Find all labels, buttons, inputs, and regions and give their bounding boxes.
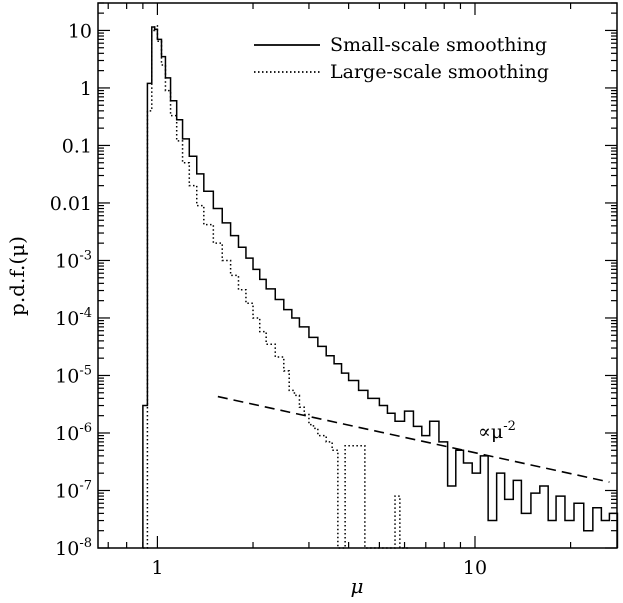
y-tick-label-base: 0.01 — [50, 193, 92, 215]
y-tick-label-exponent: -6 — [79, 421, 92, 436]
x-axis-title: μ — [351, 574, 364, 598]
reference-line-label-sup: -2 — [503, 419, 516, 434]
y-tick-label-exponent: -4 — [79, 306, 92, 321]
y-tick-label-base: 10 — [68, 20, 92, 42]
axis-ticks — [98, 2, 617, 549]
y-tick-label-base: 10 — [55, 481, 79, 503]
legend-label-large-scale: Large-scale smoothing — [330, 61, 549, 83]
plot-frame-group — [97, 2, 618, 549]
y-tick-label-base: 10 — [55, 308, 79, 330]
y-tick-label-exponent: -8 — [79, 536, 92, 551]
y-tick-label-exponent: -5 — [79, 364, 92, 379]
x-tick-label: 1 — [151, 557, 163, 579]
reference-line-layer — [217, 395, 610, 483]
series-line-large-scale-smoothing — [142, 25, 408, 549]
y-tick-label-base: 1 — [80, 78, 92, 100]
y-tick-label-base: 10 — [55, 423, 79, 445]
legend-label-small-scale: Small-scale smoothing — [330, 34, 547, 56]
reference-power-law-line — [217, 395, 610, 483]
y-tick-label: 10-3 — [55, 249, 92, 273]
x-tick-label: 10 — [463, 557, 487, 579]
series-layer — [142, 25, 619, 549]
reference-line-label: ∝μ-2 — [478, 419, 516, 443]
series-line-small-scale-smoothing — [142, 26, 619, 548]
y-tick-label-base: 0.1 — [62, 136, 92, 158]
y-axis-title: p.d.f.(μ) — [5, 236, 29, 316]
legend: Small-scale smoothing Large-scale smooth… — [254, 34, 549, 83]
plot-frame — [97, 2, 618, 549]
y-tick-label: 0.01 — [50, 193, 92, 215]
y-tick-label-exponent: -7 — [79, 479, 92, 494]
y-tick-label: 10-8 — [55, 536, 92, 560]
y-tick-label-base: 10 — [55, 251, 79, 273]
y-tick-label-base: 10 — [55, 538, 79, 560]
y-tick-label: 10-7 — [55, 479, 92, 503]
y-tick-label: 0.1 — [62, 136, 92, 158]
y-tick-label-exponent: -3 — [79, 249, 92, 264]
y-tick-label: 10-6 — [55, 421, 92, 445]
y-tick-label-base: 10 — [55, 366, 79, 388]
y-tick-label: 10-5 — [55, 364, 92, 388]
y-tick-label: 1 — [80, 78, 92, 100]
y-tick-label: 10 — [68, 20, 92, 42]
y-tick-label: 10-4 — [55, 306, 92, 330]
